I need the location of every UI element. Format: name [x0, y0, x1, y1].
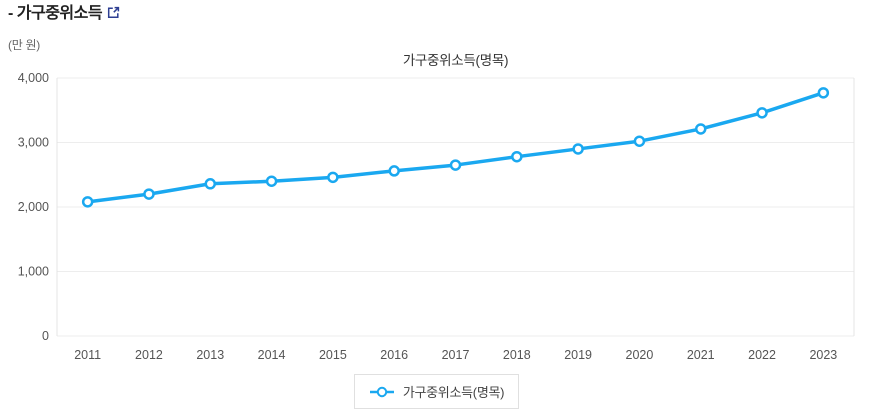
y-axis-tick-label: 4,000 [18, 71, 49, 85]
data-point [204, 178, 217, 190]
legend-item[interactable]: 가구중위소득(명목) [353, 374, 520, 409]
data-point [81, 196, 94, 208]
section-header: - 가구중위소득 [8, 4, 120, 24]
y-axis-tick-label: 3,000 [18, 136, 49, 150]
x-axis-tick-label: 2016 [380, 348, 408, 362]
x-axis-tick-label: 2015 [319, 348, 347, 362]
x-axis-tick-label: 2022 [748, 348, 776, 362]
data-point [511, 150, 523, 163]
x-axis-tick-label: 2013 [196, 348, 224, 362]
x-axis-tick-label: 2019 [564, 348, 592, 362]
data-point [143, 188, 155, 200]
legend-area: 가구중위소득(명목) [0, 374, 873, 409]
external-link-icon[interactable] [107, 6, 120, 24]
x-axis-tick-label: 2021 [687, 348, 715, 362]
data-point [633, 135, 646, 147]
series-line [85, 91, 826, 204]
data-point [449, 159, 462, 171]
x-axis-tick-label: 2011 [74, 348, 101, 362]
chart-title: 가구중위소득(명목) [402, 53, 509, 68]
y-axis-tick-label: 1,000 [18, 265, 49, 279]
data-point [572, 143, 584, 155]
data-point [756, 107, 768, 119]
data-point [327, 171, 339, 184]
y-axis-unit-label: (만 원) [8, 38, 40, 52]
y-axis-tick-label: 2,000 [18, 200, 49, 214]
legend-line-marker-icon [369, 386, 394, 397]
data-point [388, 165, 400, 177]
x-axis-tick-label: 2012 [135, 348, 163, 362]
x-axis-tick-label: 2018 [503, 348, 531, 362]
data-point [817, 87, 830, 99]
x-axis-tick-label: 2023 [809, 348, 837, 362]
x-axis-tick-label: 2014 [258, 348, 286, 362]
section-title: - 가구중위소득 [8, 5, 103, 22]
data-point [265, 175, 278, 187]
y-axis-tick-label: 0 [42, 329, 49, 343]
legend-label: 가구중위소득(명목) [402, 385, 505, 400]
x-axis-tick-label: 2020 [626, 348, 654, 362]
data-point [694, 123, 707, 135]
x-axis-tick-label: 2017 [442, 348, 470, 362]
